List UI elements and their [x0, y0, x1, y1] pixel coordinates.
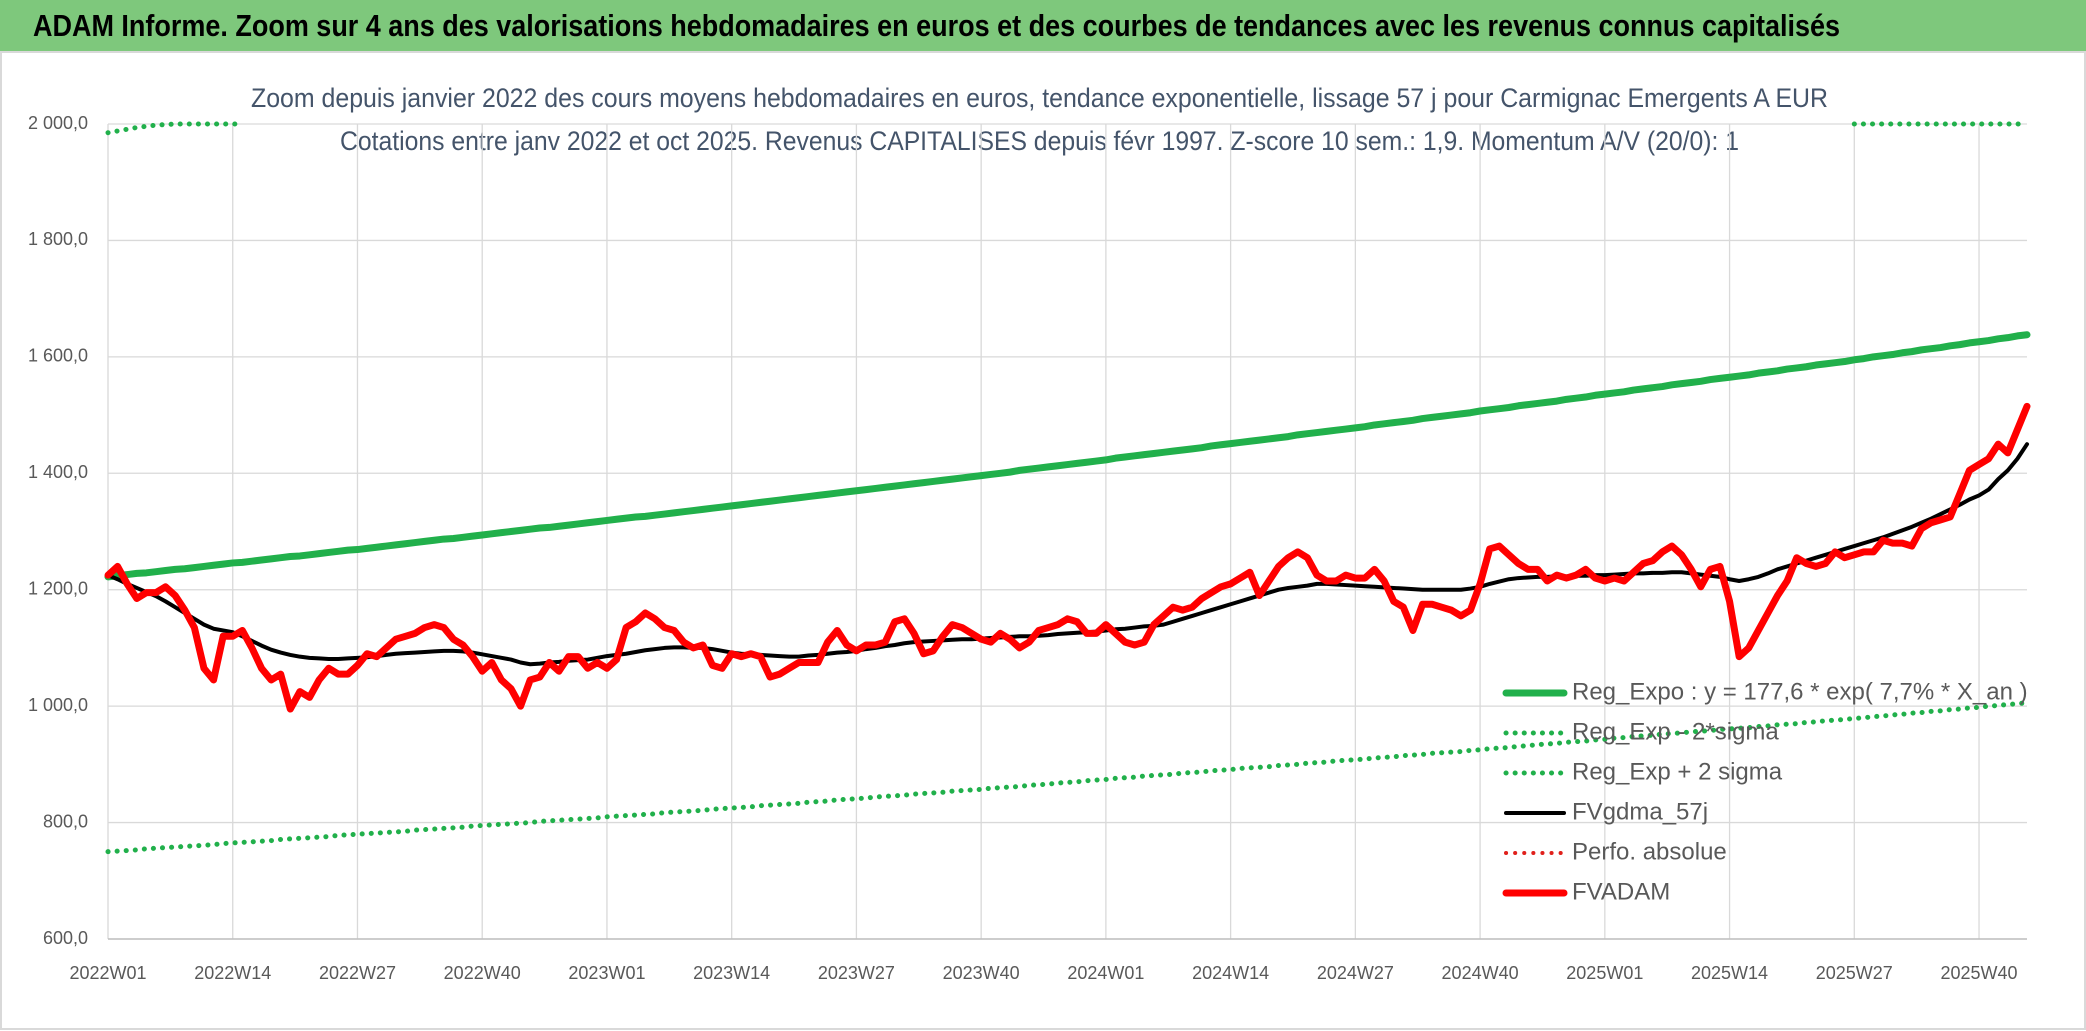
y-tick-label: 600,0	[43, 928, 88, 948]
series-line	[105, 700, 2030, 855]
x-tick-label: 2024W40	[1442, 963, 1519, 983]
x-tick-label: 2024W14	[1192, 963, 1269, 983]
chart-subtitle: Zoom depuis janvier 2022 des cours moyen…	[251, 83, 1828, 113]
x-tick-label: 2025W27	[1816, 963, 1893, 983]
y-tick-label: 1 000,0	[28, 695, 88, 715]
x-tick-label: 2023W01	[568, 963, 645, 983]
x-tick-label: 2023W27	[818, 963, 895, 983]
x-tick-label: 2023W14	[693, 963, 770, 983]
y-tick-label: 1 800,0	[28, 229, 88, 249]
x-tick-label: 2024W27	[1317, 963, 1394, 983]
x-tick-label: 2022W01	[69, 963, 146, 983]
x-tick-label: 2023W40	[943, 963, 1020, 983]
y-tick-label: 1 200,0	[28, 578, 88, 598]
x-tick-label: 2022W27	[319, 963, 396, 983]
x-tick-label: 2022W40	[444, 963, 521, 983]
legend-label: Reg_Exp + 2 sigma	[1572, 758, 1783, 785]
y-tick-label: 800,0	[43, 811, 88, 831]
x-tick-label: 2024W01	[1067, 963, 1144, 983]
x-tick-label: 2022W14	[194, 963, 271, 983]
legend-label: FVgdma_57j	[1572, 798, 1708, 825]
chart-subtitle: Cotations entre janv 2022 et oct 2025. R…	[340, 126, 1739, 156]
legend-label: Reg_Exp - 2*sigma	[1572, 718, 1779, 745]
x-tick-label: 2025W40	[1940, 963, 2017, 983]
plot-area	[104, 121, 2031, 855]
x-tick-label: 2025W14	[1691, 963, 1768, 983]
series-line	[104, 402, 2031, 713]
y-tick-label: 2 000,0	[28, 113, 88, 133]
series-line	[105, 121, 2030, 136]
series-line	[104, 331, 2031, 581]
x-tick-label: 2025W01	[1566, 963, 1643, 983]
chart-frame	[0, 51, 2086, 1030]
legend-label: FVADAM	[1572, 878, 1670, 905]
chart-title: ADAM Informe. Zoom sur 4 ans des valoris…	[33, 8, 1840, 43]
legend-label: Reg_Expo : y = 177,6 * exp( 7,7% * X_an …	[1572, 678, 2028, 705]
legend-label: Perfo. absolue	[1572, 838, 1727, 865]
y-tick-label: 1 400,0	[28, 462, 88, 482]
y-tick-label: 1 600,0	[28, 346, 88, 366]
header-band	[0, 0, 2086, 52]
